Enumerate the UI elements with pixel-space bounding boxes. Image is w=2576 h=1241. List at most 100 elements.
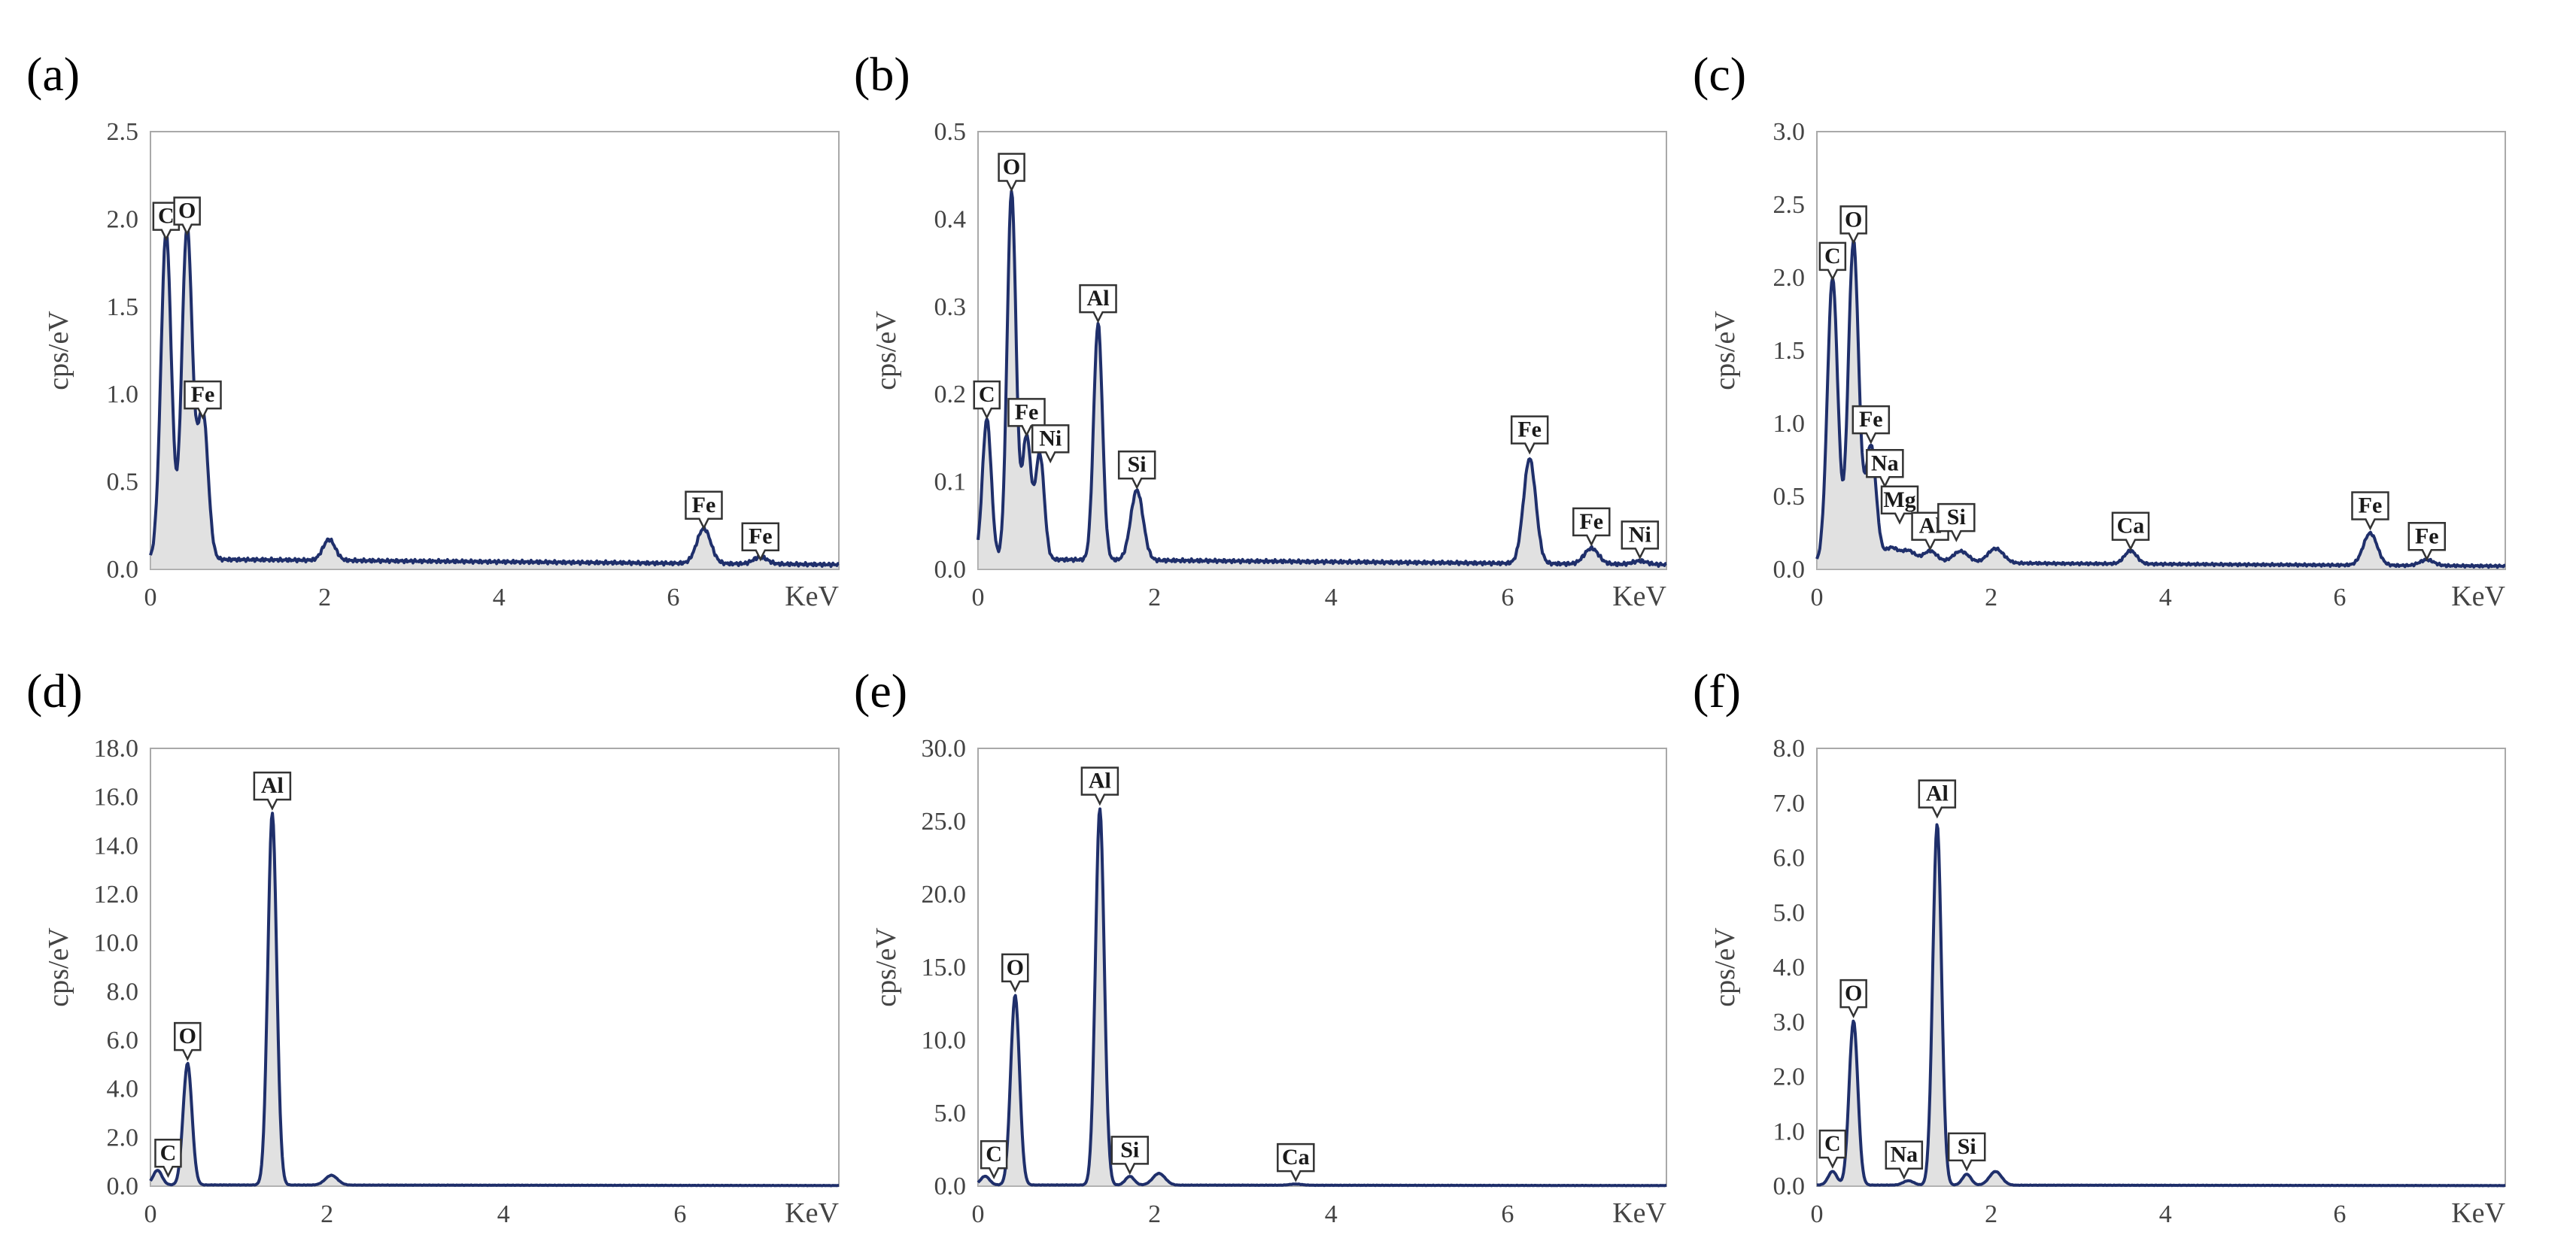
- x-tick-label: 6: [673, 1200, 686, 1228]
- peak-element-label: Fe: [1015, 399, 1039, 424]
- peak-callout: Al: [1079, 284, 1117, 323]
- spectrum-area: [978, 191, 1666, 569]
- peak-callout: O: [1839, 979, 1867, 1018]
- y-tick-label: 0.0: [1773, 556, 1806, 584]
- callout-box: [998, 153, 1025, 193]
- peak-callout: Al: [1918, 779, 1957, 819]
- y-tick-label: 12.0: [94, 881, 139, 909]
- peak-element-label: Fe: [1517, 417, 1542, 442]
- panel-label: (d): [26, 664, 83, 718]
- x-tick-label: 0: [1811, 584, 1824, 611]
- y-tick-label: 18.0: [94, 735, 139, 763]
- peak-element-label: C: [1824, 244, 1841, 269]
- peak-element-label: Si: [1947, 505, 1966, 529]
- y-tick-label: 1.5: [107, 293, 139, 321]
- x-tick-label: 4: [2159, 1200, 2172, 1228]
- peak-element-label: Si: [1128, 452, 1147, 477]
- y-axis-title: cps/eV: [43, 927, 74, 1007]
- x-tick-label: 2: [1148, 1200, 1161, 1228]
- peak-callout: Na: [1866, 449, 1904, 489]
- y-tick-label: 0.3: [934, 293, 967, 321]
- x-tick-label: 4: [497, 1200, 510, 1228]
- x-tick-label: 2: [318, 584, 331, 611]
- peak-callout: Si: [1947, 1132, 1986, 1172]
- y-tick-label: 0.5: [107, 469, 139, 496]
- y-tick-label: 0.5: [934, 118, 967, 146]
- spectrum-area: [978, 809, 1666, 1186]
- panel-label: (f): [1693, 664, 1741, 718]
- callout-box: [1885, 1140, 1924, 1180]
- peak-callout: Si: [1117, 450, 1156, 490]
- callout-box: [973, 380, 1001, 420]
- spectrum-line: [149, 812, 840, 1188]
- y-tick-label: 8.0: [1773, 735, 1806, 763]
- spectrum-panel: (e) 0.0 5.0 10.0 15.0 20.0 25.0 30.0 0 2 4 6 KeV cps/…: [854, 664, 1667, 1229]
- callout-box: [741, 522, 780, 562]
- y-axis-title: cps/eV: [870, 311, 902, 390]
- spectrum-line: [149, 223, 840, 569]
- x-tick-label: 0: [1811, 1200, 1824, 1228]
- y-tick-label: 1.5: [1773, 337, 1806, 365]
- plot-frame: [977, 131, 1667, 570]
- y-tick-label: 0.0: [934, 556, 967, 584]
- y-tick-label: 6.0: [107, 1027, 139, 1054]
- callout-box: [1117, 450, 1156, 490]
- peak-callout: O: [998, 153, 1025, 193]
- peak-element-label: C: [158, 204, 175, 229]
- y-tick-label: 0.2: [934, 381, 967, 408]
- x-tick-label: 6: [1501, 1200, 1514, 1228]
- x-axis-title: KeV: [2451, 1197, 2505, 1229]
- x-tick-label: 2: [1148, 584, 1161, 611]
- callout-box: [685, 490, 723, 530]
- spectrum-line: [1815, 239, 2506, 569]
- peak-element-label: Fe: [2359, 493, 2383, 518]
- peak-element-label: Al: [261, 773, 284, 798]
- callout-box: [1080, 766, 1119, 806]
- peak-element-label: Al: [1926, 781, 1949, 806]
- peak-callout: Si: [1937, 502, 1976, 542]
- x-axis-title: KeV: [1612, 1197, 1666, 1229]
- spectrum-panel: (c) 0.0 0.5 1.0 1.5 2.0 2.5 3.0 0 2 4 6 KeV cps/eV CO F…: [1693, 47, 2506, 612]
- y-tick-label: 0.0: [107, 556, 139, 584]
- y-tick-label: 0.1: [934, 469, 967, 496]
- spectrum-area: [1817, 824, 2505, 1186]
- peak-callout: Fe: [1852, 405, 1891, 445]
- x-tick-label: 0: [144, 1200, 157, 1228]
- callout-box: [1079, 284, 1117, 323]
- peak-callout: C: [980, 1139, 1008, 1180]
- panel-label: (e): [854, 664, 907, 718]
- y-tick-label: 0.4: [934, 205, 967, 233]
- y-tick-label: 2.0: [1773, 1063, 1806, 1091]
- peak-element-label: O: [1845, 981, 1862, 1006]
- y-tick-label: 2.5: [107, 118, 139, 146]
- spectrum-panel: (f) 0.0 1.0 2.0 3.0 4.0 5.0 6.0 7.0 8.0 0 2 4 6 KeV cps…: [1693, 664, 2506, 1229]
- peak-callout: Ca: [1277, 1142, 1315, 1182]
- y-tick-label: 1.0: [1773, 410, 1806, 438]
- y-tick-label: 3.0: [1773, 118, 1806, 146]
- peak-element-label: Ca: [2117, 514, 2145, 539]
- y-tick-label: 10.0: [922, 1027, 967, 1054]
- x-tick-label: 4: [2159, 584, 2172, 611]
- peak-element-label: Si: [1958, 1134, 1976, 1159]
- x-tick-label: 0: [972, 584, 985, 611]
- peak-element-label: Si: [1120, 1137, 1139, 1162]
- y-tick-label: 10.0: [94, 930, 139, 957]
- callout-box: [1001, 953, 1029, 993]
- callout-box: [1818, 241, 1847, 281]
- peak-callout: Al: [253, 771, 292, 811]
- peak-element-label: Al: [1087, 286, 1110, 311]
- peak-element-label: C: [160, 1140, 177, 1165]
- y-tick-label: 25.0: [922, 808, 967, 836]
- callout-box: [1918, 779, 1957, 819]
- peak-callout: Ca: [2111, 511, 2150, 551]
- peak-element-label: C: [979, 382, 995, 407]
- y-tick-label: 0.0: [1773, 1173, 1806, 1200]
- peak-callout: C: [152, 202, 181, 241]
- x-tick-label: 6: [667, 584, 679, 611]
- peak-callout: Si: [1110, 1136, 1150, 1176]
- callout-box: [2351, 491, 2389, 531]
- plot-frame: [977, 748, 1667, 1187]
- panel-label: (a): [26, 47, 80, 101]
- y-tick-label: 8.0: [107, 978, 139, 1006]
